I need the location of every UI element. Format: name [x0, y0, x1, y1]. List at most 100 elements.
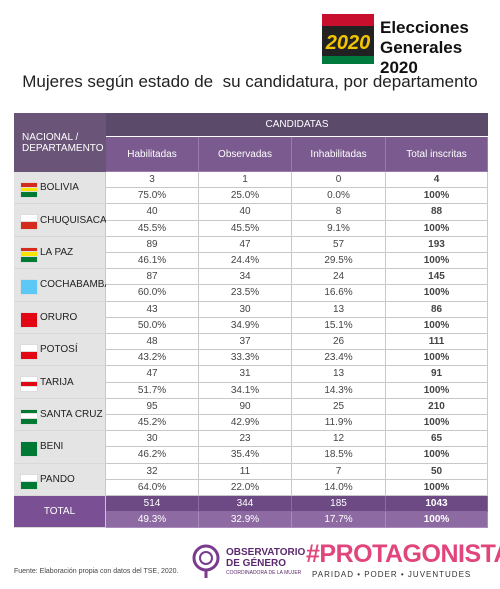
count: 37: [199, 334, 292, 351]
percent: 18.5%: [292, 447, 386, 464]
percent: 43.2%: [106, 350, 199, 367]
total-percent: 17.7%: [292, 512, 386, 529]
flag-stripe: [20, 311, 38, 328]
percent: 42.9%: [199, 415, 292, 432]
count: 50: [386, 463, 488, 480]
group-header: CANDIDATAS: [106, 113, 488, 137]
count: 145: [386, 269, 488, 286]
count: 34: [199, 269, 292, 286]
percent: 45.5%: [106, 220, 199, 237]
percent: 51.7%: [106, 382, 199, 399]
percent: 22.0%: [199, 479, 292, 496]
table: NACIONAL / DEPARTAMENTO CANDIDATAS Habilit…: [14, 113, 488, 529]
percent: 15.1%: [292, 317, 386, 334]
percent: 16.6%: [292, 285, 386, 302]
percent: 75.0%: [106, 188, 199, 205]
percent: 23.5%: [199, 285, 292, 302]
logo-number: 2020: [325, 32, 371, 54]
percent: 100%: [386, 415, 488, 432]
flag-stripe: [20, 351, 38, 360]
percent: 100%: [386, 253, 488, 270]
count: 57: [292, 236, 386, 253]
flag-stripe: [20, 279, 38, 296]
total-count: 344: [199, 496, 292, 513]
percent: 100%: [386, 382, 488, 399]
logo-line2: Generales 2020: [380, 38, 463, 77]
percent: 24.4%: [199, 253, 292, 270]
count: 8: [292, 204, 386, 221]
percent: 11.9%: [292, 415, 386, 432]
percent: 0.0%: [292, 188, 386, 205]
percent: 45.2%: [106, 415, 199, 432]
percent: 29.5%: [292, 253, 386, 270]
percent: 100%: [386, 317, 488, 334]
count: 210: [386, 398, 488, 415]
column-header: Habilitadas: [106, 137, 199, 172]
percent: 100%: [386, 285, 488, 302]
org1-icon: [192, 544, 220, 578]
percent: 14.3%: [292, 382, 386, 399]
count: 31: [199, 366, 292, 383]
percent: 50.0%: [106, 317, 199, 334]
total-percent: 49.3%: [106, 512, 199, 529]
percent: 100%: [386, 479, 488, 496]
percent: 25.0%: [199, 188, 292, 205]
logo-line1: Elecciones: [380, 18, 469, 37]
flag-stripe: [20, 385, 38, 393]
percent: 60.0%: [106, 285, 199, 302]
column-header: Inhabilitadas: [292, 137, 386, 172]
count: 95: [106, 398, 199, 415]
first-column-header: NACIONAL / DEPARTAMENTO: [22, 131, 104, 154]
source: Fuente: Elaboración propia con datos del…: [14, 568, 179, 575]
flag-stripe: [20, 191, 38, 198]
flag-stripe: [20, 256, 38, 263]
percent: 33.3%: [199, 350, 292, 367]
department-name: LA PAZ: [14, 236, 106, 270]
column-header: Observadas: [199, 137, 292, 172]
percent: 64.0%: [106, 479, 199, 496]
flag-stripe: [20, 480, 38, 490]
count: 86: [386, 301, 488, 318]
count: 47: [199, 236, 292, 253]
percent: 35.4%: [199, 447, 292, 464]
percent: 45.5%: [199, 220, 292, 237]
count: 12: [292, 431, 386, 448]
count: 88: [386, 204, 488, 221]
flag-stripe: [20, 418, 38, 425]
percent: 100%: [386, 447, 488, 464]
percent: 14.0%: [292, 479, 386, 496]
org2-tagline: PARIDAD • PODER • JUVENTUDES: [312, 570, 472, 579]
logo-box: 2020: [322, 14, 374, 64]
percent: 46.2%: [106, 447, 199, 464]
count: 13: [292, 366, 386, 383]
count: 11: [199, 463, 292, 480]
flag-stripe: [20, 221, 38, 231]
count: 0: [292, 172, 386, 189]
percent: 100%: [386, 350, 488, 367]
count: 26: [292, 334, 386, 351]
count: 30: [106, 431, 199, 448]
percent: 34.1%: [199, 382, 292, 399]
flag-stripe: [20, 441, 38, 458]
percent: 9.1%: [292, 220, 386, 237]
percent: 46.1%: [106, 253, 199, 270]
count: 1: [199, 172, 292, 189]
total-count: 1043: [386, 496, 488, 513]
org2-title: #PROTAGONISTAS: [306, 540, 500, 568]
count: 91: [386, 366, 488, 383]
count: 43: [106, 301, 199, 318]
count: 47: [106, 366, 199, 383]
count: 89: [106, 236, 199, 253]
total-percent: 100%: [386, 512, 488, 529]
count: 65: [386, 431, 488, 448]
count: 13: [292, 301, 386, 318]
percent: 100%: [386, 188, 488, 205]
percent: 34.9%: [199, 317, 292, 334]
count: 90: [199, 398, 292, 415]
percent: 23.4%: [292, 350, 386, 367]
total-count: 514: [106, 496, 199, 513]
title: Mujeres según estado de su candidatura, …: [22, 72, 478, 91]
count: 40: [106, 204, 199, 221]
count: 48: [106, 334, 199, 351]
